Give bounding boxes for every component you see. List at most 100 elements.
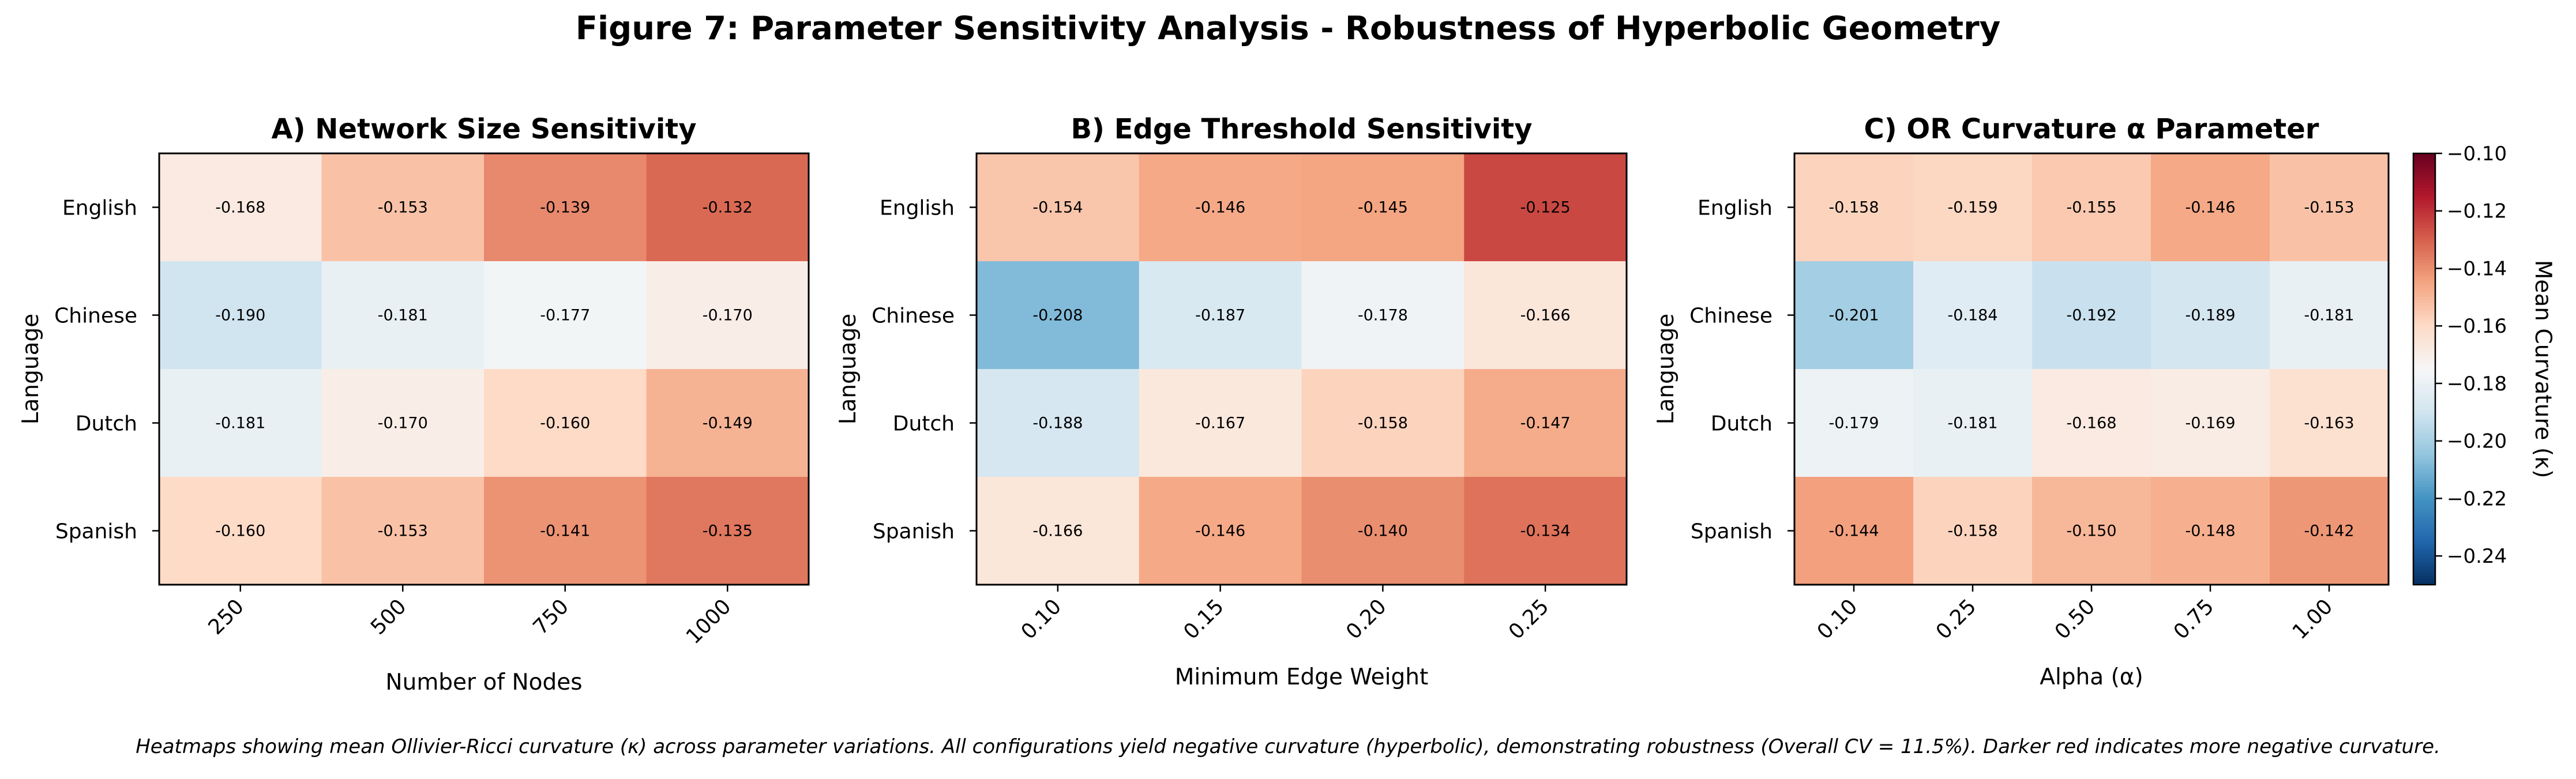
colorbar-gradient-step xyxy=(2413,466,2435,471)
heatmap-panel-3: -0.158 -0.159 -0.155 -0.146 -0.153 -0.201 -0.1… xyxy=(1653,113,2390,690)
colorbar-gradient-step xyxy=(2413,199,2435,203)
colorbar-gradient-step xyxy=(2413,360,2435,364)
cell-value-label: -0.148 xyxy=(2185,522,2235,540)
colorbar-gradient-step xyxy=(2413,570,2435,574)
heatmap-cell xyxy=(484,261,647,370)
colorbar-tick-label: −0.20 xyxy=(2447,430,2507,453)
colorbar-gradient-step xyxy=(2413,579,2435,582)
cell-value-label: -0.146 xyxy=(2185,199,2235,217)
cell-value-label: -0.187 xyxy=(1195,307,1245,325)
heatmap-cell xyxy=(321,477,485,585)
colorbar-gradient-step xyxy=(2413,277,2435,281)
colorbar-gradient-step xyxy=(2413,397,2435,401)
colorbar-gradient-step xyxy=(2413,435,2435,439)
heatmap-cell xyxy=(484,477,647,585)
colorbar-gradient-step xyxy=(2413,530,2435,533)
colorbar-gradient-step xyxy=(2413,420,2435,424)
cell-value-label: -0.146 xyxy=(1195,199,1245,217)
colorbar-gradient-step xyxy=(2413,216,2435,220)
heatmap-cell xyxy=(646,477,809,585)
cell-value-label: -0.181 xyxy=(1947,415,1997,432)
colorbar-gradient-step xyxy=(2413,164,2435,168)
y-tick-label: Spanish xyxy=(873,520,955,544)
cell-value-label: -0.153 xyxy=(2304,199,2354,217)
heatmap-cell xyxy=(1464,477,1627,585)
colorbar-gradient-step xyxy=(2413,492,2435,496)
colorbar-gradient-step xyxy=(2413,314,2435,318)
colorbar-gradient-step xyxy=(2413,225,2435,229)
heatmap-cell xyxy=(1301,477,1465,585)
colorbar-gradient-step xyxy=(2413,513,2435,516)
colorbar-gradient-step xyxy=(2413,303,2435,306)
colorbar-gradient-step xyxy=(2413,386,2435,390)
y-tick-label: Chinese xyxy=(54,304,137,328)
colorbar-gradient-step xyxy=(2413,371,2435,375)
cell-value-label: -0.150 xyxy=(2066,522,2116,540)
colorbar-gradient-step xyxy=(2413,340,2435,344)
colorbar-gradient-step xyxy=(2413,429,2435,433)
colorbar-gradient-step xyxy=(2413,452,2435,456)
colorbar-tick-label: −0.14 xyxy=(2447,257,2507,280)
cell-value-label: -0.169 xyxy=(2185,415,2235,432)
colorbar-tick-label: −0.12 xyxy=(2447,200,2507,223)
y-tick-label: Chinese xyxy=(872,304,955,328)
colorbar-gradient-step xyxy=(2413,392,2435,396)
colorbar-frame xyxy=(2412,152,2436,586)
cell-value-label: -0.178 xyxy=(1358,307,1408,325)
heatmap-cell xyxy=(977,477,1140,585)
cell-value-label: -0.160 xyxy=(540,415,590,432)
y-axis-label: Language xyxy=(18,314,44,424)
colorbar-gradient-step xyxy=(2413,582,2435,585)
colorbar-gradient-step xyxy=(2413,518,2435,522)
cell-value-label: -0.146 xyxy=(1195,522,1245,540)
heatmap-cell xyxy=(977,369,1140,477)
cell-value-label: -0.145 xyxy=(1358,199,1408,217)
y-tick-label: English xyxy=(1698,197,1773,220)
colorbar-gradient-step xyxy=(2413,576,2435,579)
heatmap-cell xyxy=(1464,369,1627,477)
y-tick-label: Spanish xyxy=(55,520,137,544)
colorbar-gradient-step xyxy=(2413,288,2435,292)
cell-value-label: -0.170 xyxy=(703,307,753,325)
cell-value-label: -0.167 xyxy=(1195,415,1245,432)
cell-value-label: -0.163 xyxy=(2304,415,2354,432)
colorbar-gradient-step xyxy=(2413,527,2435,530)
colorbar-gradient-step xyxy=(2413,377,2435,381)
colorbar-gradient-step xyxy=(2413,539,2435,542)
colorbar-gradient-step xyxy=(2413,510,2435,513)
colorbar-gradient-step xyxy=(2413,259,2435,264)
colorbar-gradient-step xyxy=(2413,458,2435,462)
colorbar-gradient-step xyxy=(2413,187,2435,191)
cell-value-label: -0.142 xyxy=(2304,522,2354,540)
heatmap-cell xyxy=(1139,261,1302,370)
cell-value-label: -0.149 xyxy=(703,415,753,432)
colorbar-gradient-step xyxy=(2413,472,2435,476)
colorbar-gradient-step xyxy=(2413,306,2435,309)
colorbar-gradient-step xyxy=(2413,179,2435,183)
x-axis-label: Minimum Edge Weight xyxy=(1175,664,1429,690)
panel-title: A) Network Size Sensitivity xyxy=(271,113,696,145)
cell-value-label: -0.181 xyxy=(215,415,265,432)
cell-value-label: -0.155 xyxy=(2066,199,2116,217)
panel-title: C) OR Curvature α Parameter xyxy=(1864,113,2319,145)
colorbar-gradient-step xyxy=(2413,231,2435,235)
heatmap-panel-2: -0.154 -0.146 -0.145 -0.125 -0.208 -0.187 -0.1… xyxy=(835,113,1628,690)
colorbar-gradient-step xyxy=(2413,326,2435,329)
colorbar-gradient-step xyxy=(2413,294,2435,298)
colorbar-tick-label: −0.18 xyxy=(2447,372,2507,396)
colorbar-gradient-step xyxy=(2413,403,2435,407)
cell-value-label: -0.160 xyxy=(215,522,265,540)
plot-frame xyxy=(975,152,1628,586)
panel-title: B) Edge Threshold Sensitivity xyxy=(1071,113,1532,145)
x-tick-label: 0.25 xyxy=(1932,594,1981,644)
colorbar-gradient-step xyxy=(2413,501,2435,505)
heatmap-cell xyxy=(2032,477,2151,585)
colorbar-gradient-step xyxy=(2413,562,2435,565)
y-tick-label: Chinese xyxy=(1689,304,1773,328)
cell-value-label: -0.158 xyxy=(1358,415,1408,432)
colorbar-gradient-step xyxy=(2413,426,2435,430)
colorbar-gradient-step xyxy=(2413,271,2435,275)
colorbar-gradient-step xyxy=(2413,254,2435,258)
colorbar-label: Mean Curvature (κ) xyxy=(2530,260,2556,479)
colorbar-gradient-step xyxy=(2413,265,2435,269)
